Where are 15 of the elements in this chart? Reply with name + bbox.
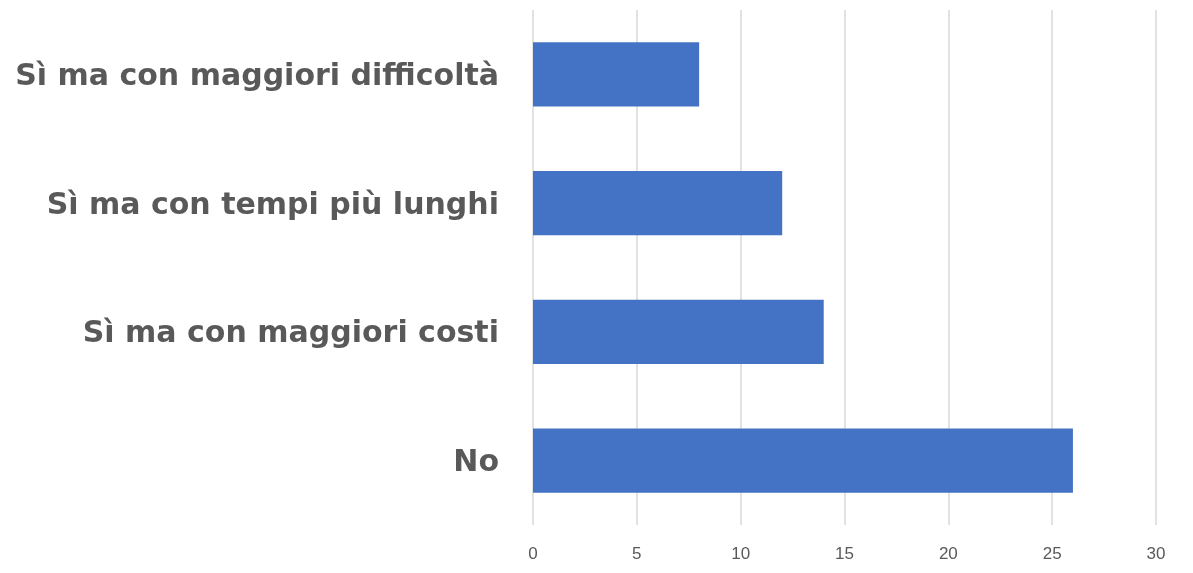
x-tick-label: 15	[835, 544, 854, 563]
x-tick-label: 5	[632, 544, 642, 563]
y-tick-label: Sì ma con maggiori costi	[82, 314, 499, 350]
y-tick-label: Sì ma con tempi più lunghi	[46, 185, 499, 221]
x-tick-label: 20	[938, 544, 958, 563]
x-tick-label: 25	[1042, 544, 1062, 563]
bar	[533, 428, 1073, 493]
bar	[533, 42, 700, 107]
x-tick-label: 0	[528, 544, 538, 563]
x-tick-label: 10	[731, 544, 751, 563]
y-tick-label: No	[453, 443, 499, 479]
bar	[533, 170, 783, 236]
x-tick-label: 30	[1146, 544, 1166, 563]
bar	[533, 299, 824, 365]
y-tick-label: Sì ma con maggiori difficoltà	[15, 56, 499, 92]
